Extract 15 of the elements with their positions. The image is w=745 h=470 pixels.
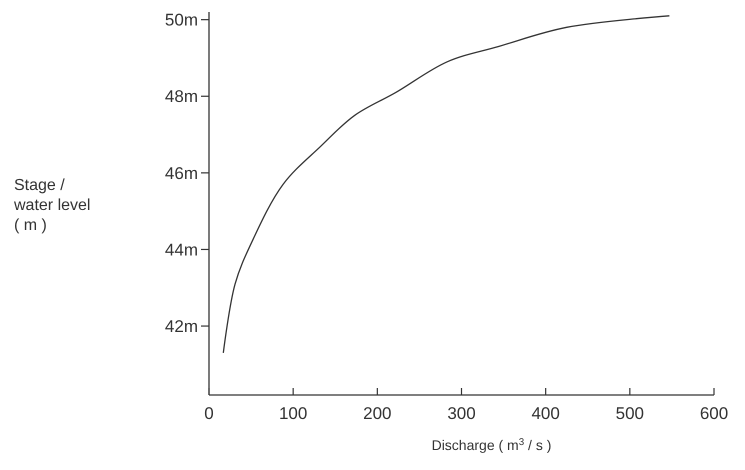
y-tick-label: 44m bbox=[164, 240, 198, 260]
x-tick-label: 200 bbox=[363, 404, 392, 423]
y-tick-label: 48m bbox=[164, 87, 198, 106]
y-tick-label: 50m bbox=[164, 10, 198, 30]
x-tick-label: 0 bbox=[204, 404, 214, 423]
x-tick-label: 600 bbox=[700, 404, 728, 423]
x-tick-label: 100 bbox=[278, 404, 308, 423]
y-tick-label: 42m bbox=[164, 317, 198, 336]
y-tick-label: 46m bbox=[164, 164, 198, 183]
line-series bbox=[222, 15, 670, 354]
x-tick-label: 400 bbox=[531, 404, 560, 423]
x-tick-label: 300 bbox=[447, 404, 476, 423]
x-tick-label: 500 bbox=[616, 404, 644, 423]
y-axis-title: Stage / water level ( m ) bbox=[13, 177, 90, 234]
x-axis-title: Discharge ( m$^{3}$ / s ) bbox=[432, 436, 552, 453]
